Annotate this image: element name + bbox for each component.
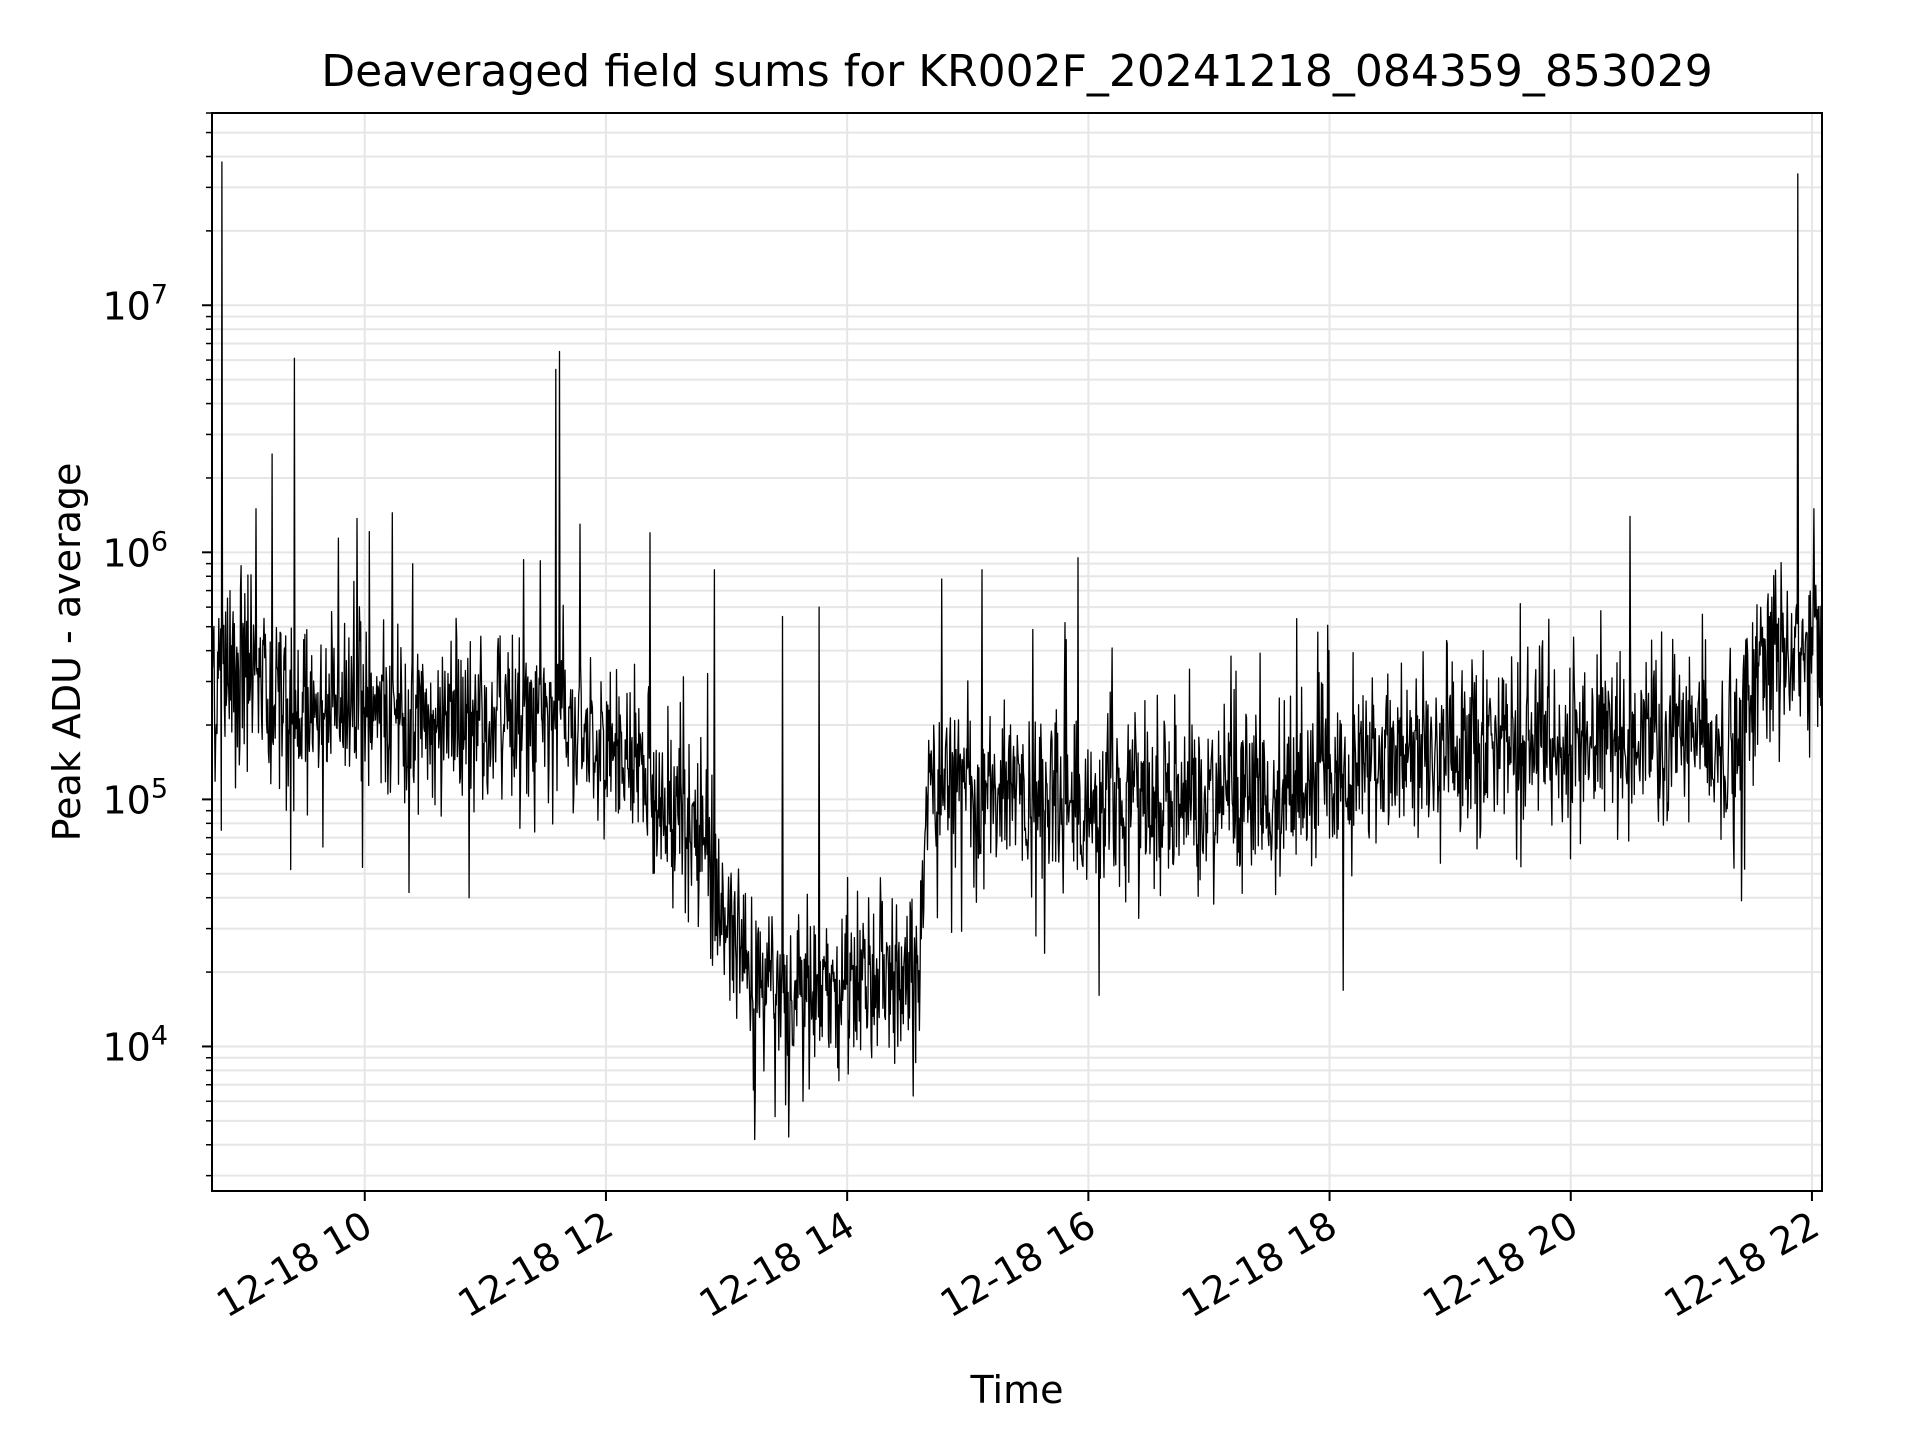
y-axis-label: Peak ADU - average <box>45 463 89 842</box>
chart-title: Deaveraged field sums for KR002F_2024121… <box>321 46 1713 97</box>
y-tick-label: 104 <box>102 1020 168 1069</box>
data-series-line <box>211 161 1823 1141</box>
y-tick-label: 105 <box>102 773 168 822</box>
x-axis-label: Time <box>970 1368 1064 1412</box>
y-tick-label: 107 <box>102 279 168 328</box>
grid-layer <box>212 112 1822 1191</box>
data-layer <box>211 161 1823 1141</box>
y-tick-label: 106 <box>102 526 168 575</box>
plot-frame <box>211 112 1823 1192</box>
